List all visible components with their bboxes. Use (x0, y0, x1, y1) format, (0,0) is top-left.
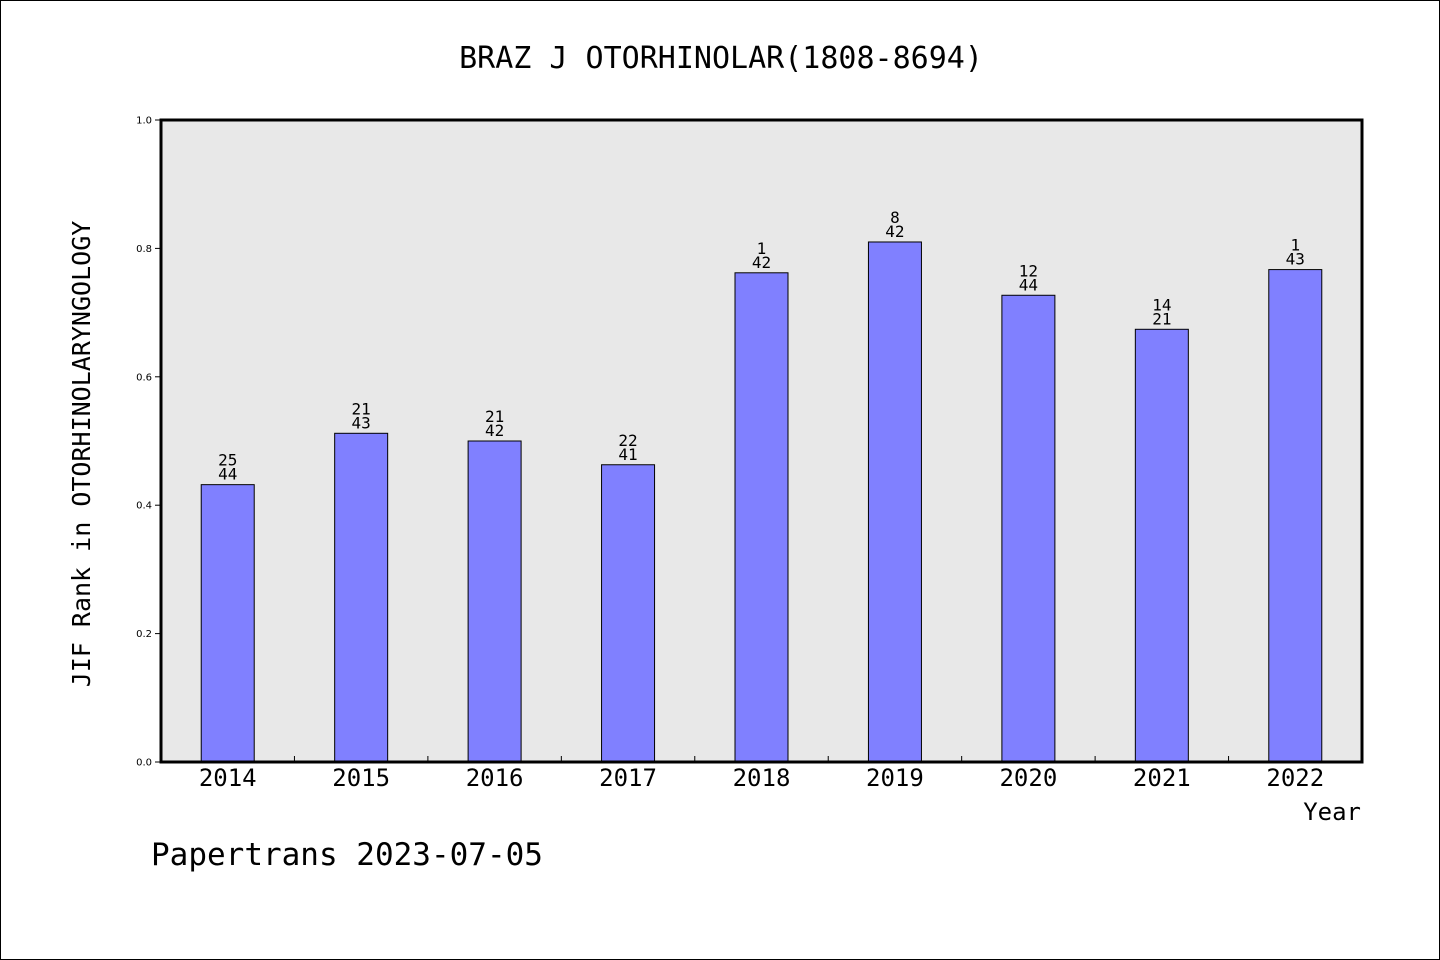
y-tick-label: 0.8 (136, 244, 152, 255)
y-tick-label: 0.4 (136, 501, 152, 512)
y-tick-label: 0.0 (136, 758, 152, 769)
x-axis-label: Year (1303, 798, 1361, 826)
x-tick-label: 2020 (999, 764, 1057, 792)
rank-label-numerator: 22 (618, 431, 637, 450)
bar-2021 (1134, 328, 1189, 763)
x-tick-label: 2015 (332, 764, 390, 792)
bar-2018 (734, 272, 789, 763)
rank-label-numerator: 1 (757, 239, 767, 258)
bar-2020 (1001, 294, 1056, 763)
rank-label-denominator: 44 (218, 465, 237, 484)
bar-2022 (1268, 269, 1323, 763)
rank-label-denominator: 42 (885, 222, 904, 241)
rank-label-denominator: 43 (1286, 250, 1305, 269)
bar-2014 (200, 484, 255, 763)
y-tick-label: 0.2 (136, 629, 152, 640)
rank-label-numerator: 21 (352, 399, 371, 418)
rank-label-numerator: 14 (1152, 295, 1171, 314)
rank-label-denominator: 43 (352, 413, 371, 432)
bar-2017 (601, 464, 656, 763)
rank-label-denominator: 41 (618, 445, 637, 464)
x-tick-label: 2021 (1133, 764, 1191, 792)
rank-label-denominator: 42 (752, 253, 771, 272)
x-tick-label: 2022 (1266, 764, 1324, 792)
x-axis: 2014 2015 2016 2017 2018 2019 2020 2021 2022 (199, 756, 1324, 792)
y-tick-label: 0.6 (136, 372, 152, 383)
rank-label-denominator: 42 (485, 421, 504, 440)
bar-2015 (334, 432, 389, 763)
rank-label-numerator: 25 (218, 451, 237, 470)
footer-stamp: Papertrans 2023-07-05 (151, 837, 543, 873)
y-axis: 0.0 0.2 0.4 0.6 0.8 1.0 (136, 116, 161, 769)
rank-label-numerator: 21 (485, 407, 504, 426)
x-tick-label: 2018 (733, 764, 791, 792)
chart-title: BRAZ J OTORHINOLAR(1808-8694) (459, 41, 983, 76)
bar-series (200, 241, 1323, 763)
x-tick-label: 2014 (199, 764, 257, 792)
y-axis-label: JIF Rank in OTORHINOLARYNGOLOGY (67, 221, 96, 688)
plot-frame (159, 118, 1364, 764)
bar-2019 (867, 241, 922, 763)
rank-label-numerator: 12 (1019, 261, 1038, 280)
rank-label-numerator: 8 (890, 208, 900, 227)
x-tick-label: 2016 (466, 764, 524, 792)
y-tick-label: 1.0 (136, 116, 152, 127)
x-tick-label: 2019 (866, 764, 924, 792)
rank-label-denominator: 44 (1019, 275, 1038, 294)
rank-label-denominator: 21 (1152, 309, 1171, 328)
rank-label-numerator: 1 (1290, 236, 1300, 255)
bar-2016 (467, 440, 522, 763)
x-tick-label: 2017 (599, 764, 657, 792)
